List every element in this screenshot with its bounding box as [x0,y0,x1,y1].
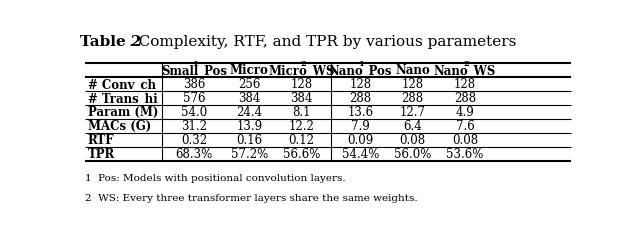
Text: 13.9: 13.9 [236,120,262,133]
Text: 288: 288 [349,92,371,105]
Text: 1: 1 [358,60,364,67]
Text: 54.4%: 54.4% [342,148,379,161]
Text: 56.0%: 56.0% [394,148,431,161]
Text: 12.2: 12.2 [289,120,315,133]
Text: 0.16: 0.16 [236,134,262,147]
Text: 8.1: 8.1 [292,106,311,119]
Text: 0.08: 0.08 [452,134,478,147]
Text: Micro: Micro [230,64,269,77]
Text: 54.0: 54.0 [181,106,207,119]
Text: 0.08: 0.08 [399,134,426,147]
Text: 13.6: 13.6 [347,106,373,119]
Text: Param (M): Param (M) [88,106,158,119]
Text: 384: 384 [291,92,313,105]
Text: 128: 128 [454,78,476,91]
Text: 2: 2 [300,60,306,67]
Text: 256: 256 [238,78,260,91]
Text: 7.9: 7.9 [351,120,370,133]
Text: Nano: Nano [395,64,430,77]
Text: Nano_Pos: Nano_Pos [328,64,392,77]
Text: 31.2: 31.2 [181,120,207,133]
Text: 7.6: 7.6 [456,120,474,133]
Text: 288: 288 [401,92,424,105]
Text: 12.7: 12.7 [399,106,426,119]
Text: 0.09: 0.09 [347,134,373,147]
Text: 576: 576 [183,92,205,105]
Text: 1: 1 [193,60,198,67]
Text: 6.4: 6.4 [403,120,422,133]
Text: # Trans_hi: # Trans_hi [88,92,157,105]
Text: 2: 2 [463,60,469,67]
Text: RTF: RTF [88,134,115,147]
Text: MACs (G): MACs (G) [88,120,151,133]
Text: Nano_WS: Nano_WS [434,64,496,77]
Text: 24.4: 24.4 [236,106,262,119]
Text: 288: 288 [454,92,476,105]
Text: 56.6%: 56.6% [283,148,321,161]
Text: 0.12: 0.12 [289,134,315,147]
Text: 128: 128 [349,78,371,91]
Text: 4.9: 4.9 [456,106,474,119]
Text: 57.2%: 57.2% [231,148,268,161]
Text: TPR: TPR [88,148,115,161]
Text: Table 2: Table 2 [80,35,141,49]
Text: . Complexity, RTF, and TPR by various parameters: . Complexity, RTF, and TPR by various pa… [129,35,516,49]
Text: Small_Pos: Small_Pos [161,64,227,77]
Text: 0.32: 0.32 [181,134,207,147]
Text: 1  Pos: Models with positional convolution layers.: 1 Pos: Models with positional convolutio… [85,174,346,183]
Text: 53.6%: 53.6% [446,148,484,161]
Text: 128: 128 [291,78,313,91]
Text: Micro_WS: Micro_WS [268,64,335,77]
Text: 68.3%: 68.3% [175,148,212,161]
Text: 2  WS: Every three transformer layers share the same weights.: 2 WS: Every three transformer layers sha… [85,194,417,203]
Text: # Conv_ch: # Conv_ch [88,78,156,91]
Text: 384: 384 [238,92,260,105]
Text: 386: 386 [183,78,205,91]
Text: 128: 128 [401,78,424,91]
